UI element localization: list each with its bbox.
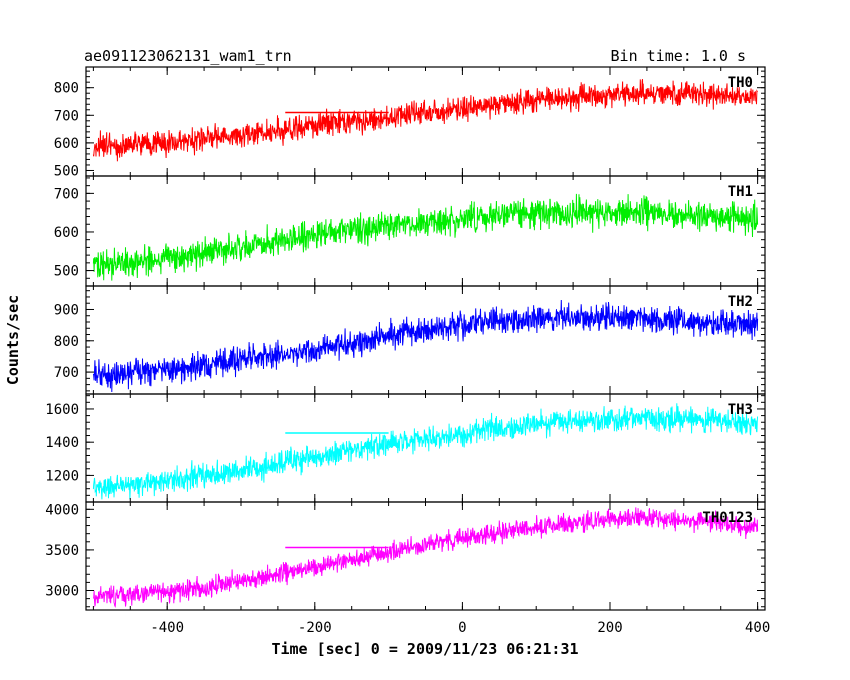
x-tick-label: 0 <box>458 620 466 636</box>
chart-title: ae091123062131_wam1_trn <box>84 47 292 65</box>
y-axis-label: Counts/sec <box>4 295 22 385</box>
y-tick-label: 500 <box>54 264 79 280</box>
series-line-th0 <box>92 79 758 162</box>
y-tick-label: 1600 <box>45 402 79 418</box>
panels-group: 500 600 700 800 TH0 500 600 700 TH1 700 800 900 TH2 1… <box>45 66 770 636</box>
y-tick-label: 600 <box>54 136 79 152</box>
y-tick-label: 700 <box>54 108 79 124</box>
panel-frame-th0123 <box>85 501 766 611</box>
x-tick-label: 200 <box>597 620 622 636</box>
panel-label-th2: TH2 <box>728 294 753 310</box>
y-tick-label: 1200 <box>45 468 79 484</box>
series-line-th0123 <box>92 507 759 608</box>
y-tick-label: 4000 <box>45 502 79 518</box>
panel-frame-th2 <box>85 285 766 395</box>
y-tick-label: 1400 <box>45 435 79 451</box>
bin-time-label: Bin time: 1.0 s <box>611 47 746 65</box>
y-tick-label: 500 <box>54 163 79 179</box>
panel-label-th0123: TH0123 <box>702 510 753 526</box>
x-tick-label: -200 <box>298 620 332 636</box>
y-tick-label: 800 <box>54 334 79 350</box>
y-tick-label: 800 <box>54 81 79 97</box>
panel-label-th3: TH3 <box>728 402 753 418</box>
series-line-th2 <box>92 299 759 393</box>
y-tick-label: 700 <box>54 365 79 381</box>
panel-label-th1: TH1 <box>728 184 753 200</box>
panel-label-th0: TH0 <box>728 75 753 91</box>
y-tick-label: 3000 <box>45 584 79 600</box>
panel-frame-th0 <box>85 66 766 177</box>
y-tick-label: 600 <box>54 225 79 241</box>
y-tick-label: 700 <box>54 186 79 202</box>
y-tick-label: 900 <box>54 302 79 318</box>
x-tick-label: -400 <box>150 620 184 636</box>
x-axis-label: Time [sec] 0 = 2009/11/23 06:21:31 <box>271 640 578 658</box>
series-line-th1 <box>92 193 759 281</box>
y-tick-label: 3500 <box>45 543 79 559</box>
series-line-th3 <box>92 403 759 500</box>
x-tick-label: 400 <box>745 620 770 636</box>
